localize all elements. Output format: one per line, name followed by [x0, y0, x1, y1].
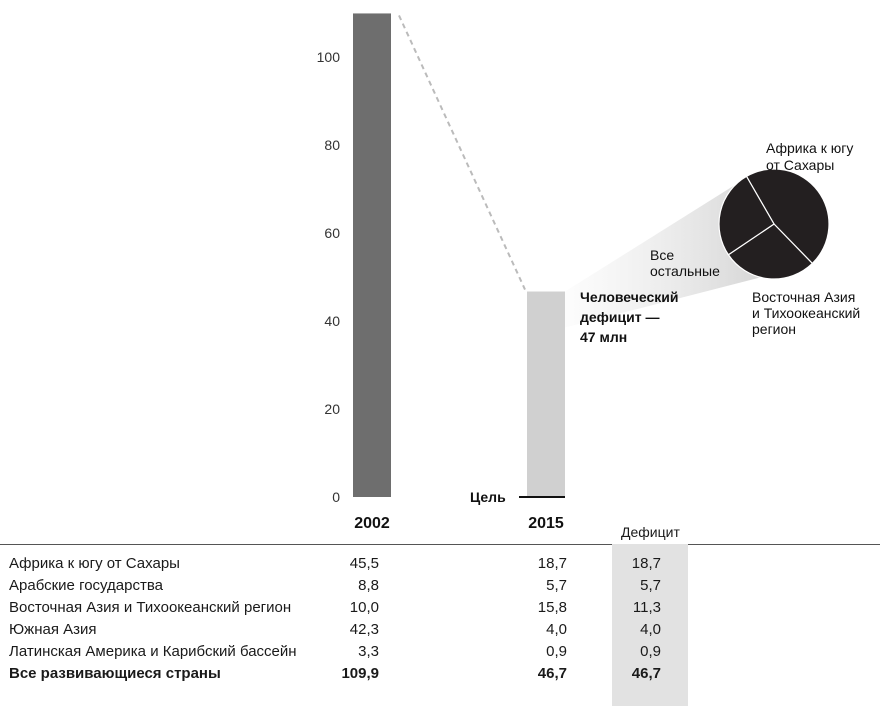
- table-top-rule: [0, 544, 880, 545]
- row-2015: 18,7: [537, 555, 567, 572]
- y-tick-label: 100: [317, 49, 341, 65]
- pie-label-others: Все остальные: [650, 247, 720, 279]
- deficit-column-shade: [612, 544, 688, 706]
- row-2002: 45,5: [349, 555, 379, 572]
- row-2015: 4,0: [546, 621, 567, 638]
- y-tick-label: 60: [324, 225, 340, 241]
- row-2002: 109,9: [341, 665, 379, 682]
- pie-slice-2: [718, 175, 775, 256]
- pie-slice-0: [745, 168, 830, 265]
- table-row: Африка к югу от Сахары 45,5 18,7 18,7: [0, 553, 880, 575]
- x-label-2015: 2015: [528, 515, 564, 532]
- row-name: Южная Азия: [9, 621, 97, 638]
- pie-label-east-asia: Восточная Азия и Тихоокеанский регион: [752, 289, 864, 337]
- row-name: Все развивающиеся страны: [9, 665, 221, 682]
- y-axis: 0 20 40 60 80 100: [317, 49, 341, 505]
- deficit-fan: [565, 173, 762, 328]
- table-total-row: Все развивающиеся страны 109,9 46,7 46,7: [0, 663, 880, 685]
- bars: [353, 13, 565, 497]
- row-deficit: 4,0: [640, 621, 661, 638]
- table-row: Южная Азия 42,3 4,0 4,0: [0, 619, 880, 641]
- row-deficit: 11,3: [632, 599, 661, 616]
- pie-slice-1: [727, 223, 814, 280]
- row-deficit: 18,7: [631, 555, 661, 572]
- y-tick-label: 0: [332, 489, 340, 505]
- row-name: Африка к югу от Сахары: [9, 555, 180, 572]
- row-2002: 10,0: [349, 599, 379, 616]
- x-label-2002: 2002: [354, 515, 390, 532]
- row-2015: 15,8: [537, 599, 567, 616]
- y-tick-label: 40: [324, 313, 340, 329]
- row-name: Восточная Азия и Тихоокеанский регион: [9, 599, 292, 616]
- row-name: Арабские государства: [9, 577, 163, 594]
- row-2015: 5,7: [546, 577, 567, 594]
- row-deficit: 0,9: [640, 643, 661, 660]
- row-deficit: 46,7: [631, 665, 661, 682]
- deficit-header: Дефицит: [621, 524, 680, 540]
- deficit-label: Человеческий дефицит — 47 млн: [580, 289, 682, 345]
- row-2002: 42,3: [349, 621, 379, 638]
- row-2015: 46,7: [537, 665, 567, 682]
- row-2002: 3,3: [358, 643, 379, 660]
- chart: 0 20 40 60 80 100 2002 2015 Цель Человеческий …: [317, 13, 864, 532]
- bar-2015: [527, 291, 565, 497]
- y-tick-label: 20: [324, 401, 340, 417]
- y-tick-label: 80: [324, 137, 340, 153]
- goal-label: Цель: [470, 489, 506, 505]
- row-deficit: 5,7: [640, 577, 661, 594]
- connector-line: [398, 15, 526, 290]
- table-row: Арабские государства 8,8 5,7 5,7: [0, 575, 880, 597]
- bar-2002: [353, 13, 391, 497]
- row-2015: 0,9: [546, 643, 567, 660]
- deficit-pie: [718, 168, 830, 280]
- row-name: Латинская Америка и Карибский бассейн: [9, 643, 297, 660]
- row-2002: 8,8: [358, 577, 379, 594]
- table-row: Латинская Америка и Карибский бассейн 3,…: [0, 641, 880, 663]
- table-row: Восточная Азия и Тихоокеанский регион 10…: [0, 597, 880, 619]
- x-labels: 2002 2015: [354, 515, 564, 532]
- pie-label-africa: Африка к югу от Сахары: [766, 140, 857, 173]
